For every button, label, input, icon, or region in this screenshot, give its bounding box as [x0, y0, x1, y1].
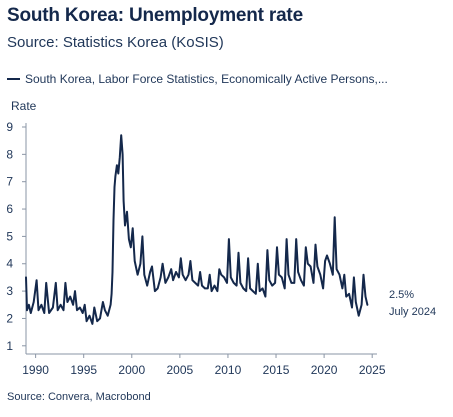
series-line — [25, 134, 369, 325]
legend-swatch — [7, 78, 20, 80]
end-value-label: 2.5% — [389, 289, 414, 301]
x-tick-label: 2000 — [118, 363, 145, 377]
y-tick-label: 3 — [6, 284, 13, 298]
x-tick-label: 2025 — [359, 363, 386, 377]
end-labels: 2.5% July 2024 — [389, 289, 436, 318]
x-tick-label: 2010 — [215, 363, 242, 377]
x-tick-label: 2020 — [311, 363, 338, 377]
x-tick-label: 1990 — [22, 363, 49, 377]
end-date-label: July 2024 — [389, 306, 436, 318]
chart-subtitle: Source: Statistics Korea (KoSIS) — [7, 34, 224, 51]
y-tick-label: 5 — [6, 229, 13, 243]
chart-footer: Source: Convera, Macrobond — [7, 391, 151, 403]
x-tick-label: 2015 — [263, 363, 290, 377]
y-tick-label: 6 — [6, 202, 13, 216]
chart-legend: South Korea, Labor Force Statistics, Eco… — [7, 72, 388, 86]
chart-title: South Korea: Unemployment rate — [7, 5, 303, 26]
y-tick-label: 8 — [6, 147, 13, 161]
legend-label: South Korea, Labor Force Statistics, Eco… — [25, 72, 388, 86]
x-axis: 1990 1995 2000 2005 2010 2015 2020 2025 — [22, 353, 386, 377]
y-tick-label: 9 — [6, 120, 13, 134]
x-tick-label: 1995 — [70, 363, 97, 377]
y-tick-label: 7 — [6, 175, 13, 189]
y-axis-label: Rate — [11, 99, 37, 113]
y-axis: 1 2 3 4 5 6 7 8 9 — [6, 120, 27, 354]
y-tick-label: 1 — [6, 339, 13, 353]
y-tick-label: 2 — [6, 311, 13, 325]
x-tick-label: 2005 — [167, 363, 194, 377]
y-tick-label: 4 — [6, 257, 13, 271]
